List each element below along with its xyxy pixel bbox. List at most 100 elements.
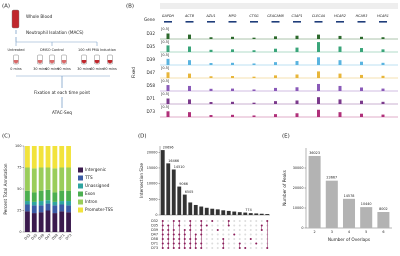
- time-label: 90 mins: [57, 67, 71, 71]
- value-label: 20696: [163, 146, 174, 150]
- gene-label: HCAR3: [356, 14, 368, 18]
- peak: [166, 45, 170, 52]
- bar: [221, 210, 226, 215]
- matrix-dot: [260, 242, 263, 245]
- panel-label: (E): [282, 134, 290, 140]
- matrix-dot: [194, 220, 197, 222]
- matrix-dot: [222, 233, 225, 236]
- matrix-dot: [227, 238, 230, 240]
- peak: [188, 34, 191, 39]
- gene-model: [379, 21, 387, 23]
- isolation-label: Neutrophil Isolation (MACS): [26, 30, 84, 35]
- x-tick-label: D32: [24, 233, 32, 241]
- y-tick-label: 30000: [293, 166, 304, 170]
- x-tick-label: 5: [365, 230, 367, 234]
- group-label: Untreated: [7, 48, 24, 52]
- legend-label: Unassigned: [85, 183, 110, 188]
- bar-segment: [66, 205, 71, 213]
- y-axis-label: Number of Peaks: [282, 170, 287, 206]
- peak: [252, 102, 256, 104]
- bar: [377, 211, 390, 228]
- matrix-dot: [233, 229, 236, 231]
- matrix-dot: [238, 233, 241, 236]
- y-tick-label: 0: [19, 230, 21, 234]
- bar-segment: [59, 211, 65, 232]
- gene-label: ACTB: [184, 14, 195, 18]
- peak: [231, 76, 234, 78]
- gene-model: [293, 21, 301, 23]
- peak: [338, 73, 342, 78]
- time-label: 30 mins: [77, 67, 91, 71]
- group-label: DMSO Control: [40, 48, 64, 52]
- bar-segment: [38, 190, 44, 202]
- matrix-dot: [244, 233, 247, 236]
- x-axis-label: Number of Overlaps: [328, 237, 370, 242]
- x-tick-label: D39: [37, 233, 45, 241]
- peak: [295, 35, 299, 39]
- peak: [338, 99, 342, 104]
- time-label: 60 mins: [45, 67, 59, 71]
- peak: [231, 49, 234, 52]
- y-tick-label: 10000: [147, 182, 158, 186]
- tube-fill: [61, 60, 67, 64]
- peak: [274, 87, 277, 91]
- peak: [360, 74, 363, 78]
- matrix-dot: [183, 224, 186, 227]
- matrix-dot: [216, 224, 219, 227]
- matrix-dot: [211, 242, 214, 245]
- member-dot: [233, 233, 236, 236]
- source-label: Whole Blood: [26, 14, 53, 19]
- peak: [166, 98, 170, 104]
- peak: [295, 100, 299, 104]
- bar: [232, 211, 237, 215]
- bar-segment: [52, 201, 58, 206]
- peak: [317, 71, 320, 78]
- bar: [259, 213, 264, 215]
- peak: [381, 49, 385, 52]
- matrix-dot: [216, 238, 219, 240]
- blood-tube: [11, 9, 20, 29]
- legend-swatch: [78, 167, 83, 173]
- matrix-dot: [211, 224, 214, 227]
- bar-segment: [45, 200, 51, 204]
- peak: [295, 87, 299, 91]
- peak: [188, 73, 191, 78]
- x-tick-label: D71: [58, 233, 66, 241]
- x-tick-label: 2: [314, 230, 316, 234]
- track-label: D39: [146, 57, 155, 62]
- peak: [209, 102, 213, 104]
- y-axis-label: Intersection Size: [139, 163, 144, 198]
- peak: [338, 46, 342, 52]
- set-label: D47: [151, 233, 158, 237]
- peak: [338, 35, 342, 39]
- bar-segment: [59, 146, 65, 168]
- member-dot: [249, 238, 252, 240]
- member-dot: [211, 220, 214, 222]
- set-label: D73: [151, 246, 158, 250]
- range-label: [0-5]: [161, 79, 170, 83]
- matrix-dot: [222, 229, 225, 231]
- peak: [317, 109, 320, 117]
- bar-segment: [25, 190, 30, 202]
- matrix-dot: [260, 220, 263, 222]
- tube-fill: [37, 60, 43, 64]
- x-tick-label: 6: [382, 230, 384, 234]
- bar-segment: [25, 211, 30, 232]
- peak: [166, 85, 170, 91]
- time-label: 30 mins: [33, 67, 47, 71]
- bar-segment: [66, 201, 71, 206]
- matrix-dot: [249, 247, 252, 249]
- peak: [252, 37, 256, 39]
- tube-fill: [49, 60, 55, 64]
- fixation-label: Fixation at each time point: [34, 90, 90, 95]
- peak: [166, 33, 170, 39]
- peak: [188, 99, 191, 104]
- matrix-dot: [255, 229, 258, 231]
- bar-segment: [66, 146, 71, 168]
- bar-segment: [25, 167, 30, 191]
- peak: [274, 36, 277, 39]
- gene-label: AZU1: [205, 14, 215, 18]
- gene-model: [185, 21, 194, 23]
- bar-segment: [31, 201, 37, 206]
